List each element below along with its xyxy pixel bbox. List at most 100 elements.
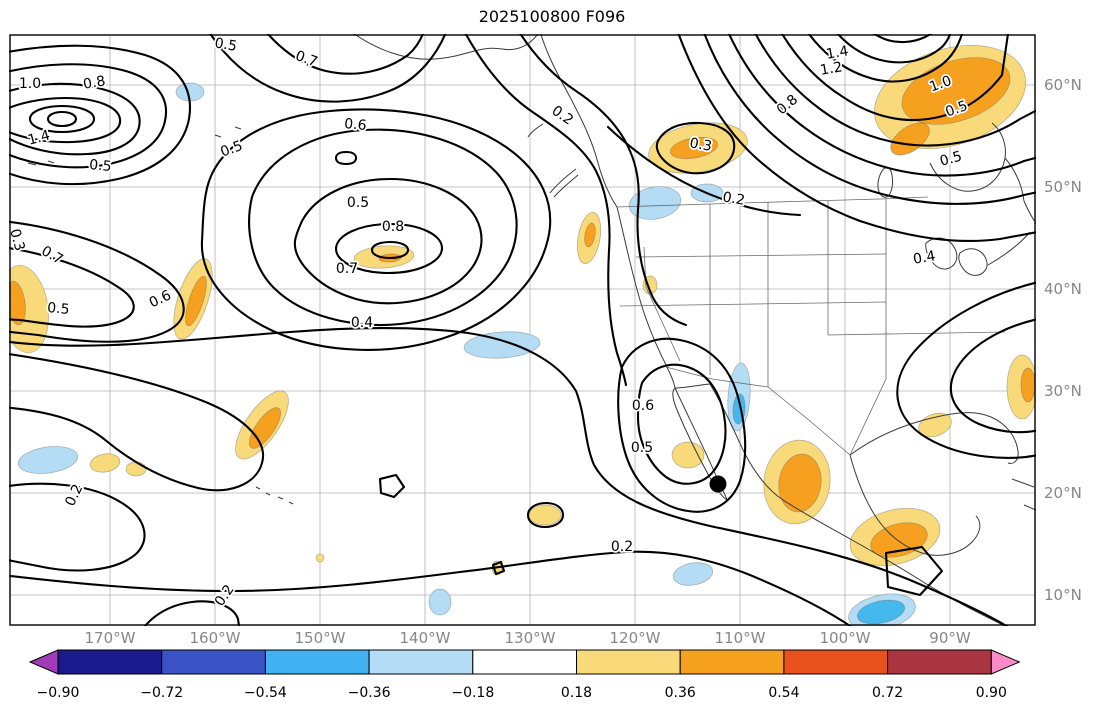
contour-value-label: 0.5: [938, 149, 964, 170]
colorbar-tick-label: −0.18: [451, 685, 494, 701]
contour-line: [9, 82, 141, 156]
colorbar-tick-labels: −0.90 −0.72 −0.54 −0.36 −0.18 0.18 0.36 0.54 0.7…: [37, 685, 1007, 701]
shaded-region: [428, 588, 452, 616]
contour-value-label: 1.4: [825, 43, 850, 63]
colorbar-segment: [161, 649, 266, 675]
shaded-region: [125, 461, 147, 477]
shaded-region: [584, 222, 596, 248]
contour-value-label: 1.2: [819, 59, 844, 79]
shaded-region: [89, 453, 121, 473]
coastline-florida: [1007, 450, 1019, 464]
contour-value-label: 0.4: [912, 248, 937, 268]
contour-line: [655, 121, 736, 175]
colorbar: [28, 649, 1021, 675]
contour-value-label: 0.2: [549, 103, 576, 129]
contour-line: [836, 34, 952, 64]
contour-lines: [9, 34, 1036, 626]
colorbar-segment: [783, 649, 889, 675]
contour-value-label: 0.7: [336, 261, 358, 277]
contour-line: [200, 108, 552, 351]
latitude-tick-label: 20°N: [1044, 484, 1082, 502]
state-border: [619, 301, 887, 307]
contour-line: [949, 318, 1036, 434]
colorbar-segment: [887, 649, 992, 675]
contour-line: [334, 222, 444, 275]
contour-value-label: 0.4: [351, 315, 373, 331]
contour-line: [9, 482, 146, 572]
contour-line: [334, 150, 358, 166]
shaded-region: [857, 599, 905, 625]
colorbar-tick-label: −0.72: [140, 685, 183, 701]
contour-line: [293, 177, 483, 305]
contour-line: [617, 337, 747, 513]
coastline-gulf-of-california: [674, 383, 711, 389]
contour-line: [248, 128, 518, 326]
colorbar-under-arrow: [28, 649, 59, 675]
contour-line: [807, 34, 964, 83]
latitude-tick-label: 40°N: [1044, 280, 1082, 298]
contour-line: [9, 247, 135, 328]
coastline-baja: [672, 387, 728, 501]
shaded-region: [1020, 367, 1036, 403]
contour-value-label: 0.3: [688, 135, 713, 155]
shaded-region: [890, 122, 930, 156]
shaded-region: [778, 453, 822, 513]
latitude-tick-label: 10°N: [1044, 586, 1082, 604]
contour-value-label: 0.6: [632, 398, 654, 414]
contour-line: [266, 34, 424, 75]
shaded-region: [315, 553, 325, 563]
aleutian-islands: [27, 126, 242, 166]
colorbar-tick-label: 0.90: [976, 685, 1007, 701]
contour-value-label: 0.5: [347, 195, 369, 211]
contour-value-label: 0.8: [382, 219, 404, 235]
shaded-region: [671, 441, 705, 469]
coastline-mexico-pacific: [709, 383, 1007, 626]
colorbar-segment: [368, 649, 474, 675]
haida-gwaii-island: [527, 123, 544, 138]
storm-marker-layer: [709, 475, 727, 493]
coastline-cuba: [1011, 478, 1036, 511]
shaded-region: [9, 280, 26, 326]
east-canada-coast: [1004, 157, 1036, 225]
colorbar-over-arrow: [990, 649, 1021, 675]
map-frame: [9, 34, 1036, 626]
contour-value-label: 0.2: [611, 539, 633, 555]
vancouver-island: [549, 168, 579, 198]
contour-value-label: 0.5: [89, 157, 113, 175]
longitude-tick-label: 130°W: [505, 629, 556, 647]
colorbar-tick-label: −0.54: [244, 685, 287, 701]
chart-title: 2025100800 F096: [479, 7, 626, 26]
contour-line: [464, 34, 628, 387]
contour-value-label: 0.8: [774, 92, 801, 119]
contour-value-label: 0.2: [721, 189, 746, 209]
shaded-region: [669, 136, 719, 160]
colorbar-segment: [57, 649, 163, 675]
contour-line: [370, 240, 410, 260]
longitude-tick-label: 110°W: [715, 629, 766, 647]
shaded-region: [918, 412, 952, 438]
contour-value-label: 0.5: [631, 440, 653, 456]
colorbar-tick-label: 0.18: [561, 685, 592, 701]
contour-line: [728, 34, 1036, 177]
contour-value-label: 0.5: [213, 35, 238, 55]
shaded-region: [901, 57, 1011, 125]
coastline-gulf-of-mexico: [849, 412, 1019, 456]
map-panel: 1.0 1.4 0.8 0.5 0.5 0.7 0.6 0.5 0.3 0.7 0.6 0.5 0.5 0…: [9, 34, 1036, 626]
longitude-tick-label: 170°W: [85, 629, 136, 647]
longitude-tick-label: 140°W: [400, 629, 451, 647]
contour-value-label: 0.8: [82, 73, 107, 93]
contour-line: [9, 352, 265, 492]
contour-line: [491, 560, 506, 576]
contour-line: [896, 281, 1036, 459]
contour-line: [209, 34, 447, 103]
colorbar-tick-label: −0.90: [37, 685, 80, 701]
contour-line: [9, 326, 1009, 626]
shaded-region: [528, 504, 562, 526]
contour-line: [9, 220, 185, 343]
contour-line: [526, 501, 565, 529]
latitude-tick-label: 60°N: [1044, 76, 1082, 94]
longitude-tick-label: 100°W: [820, 629, 871, 647]
longitude-tick-label: 160°W: [190, 629, 241, 647]
contour-line: [606, 125, 802, 217]
california-nevada-border: [643, 246, 681, 362]
